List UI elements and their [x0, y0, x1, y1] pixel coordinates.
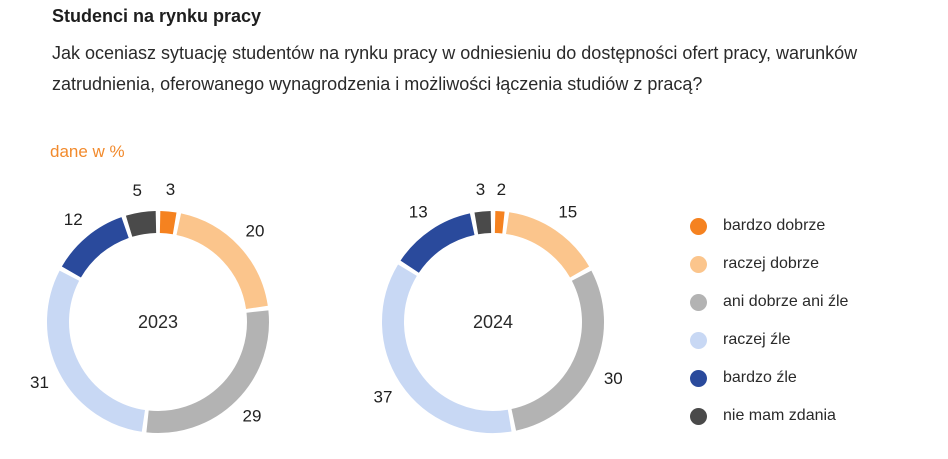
- center-label: 2024: [473, 312, 513, 332]
- data-label: 37: [374, 387, 393, 406]
- donut-segment: [511, 270, 604, 431]
- legend-label: raczej źle: [723, 331, 791, 348]
- data-label: 2: [497, 180, 506, 199]
- donut-chart-2023: 3 20 29 31 12 5 2023: [30, 180, 269, 433]
- data-label: 30: [604, 369, 623, 388]
- legend-swatch: [690, 407, 707, 425]
- data-label: 15: [558, 203, 577, 222]
- chart-title: Studenci na rynku pracy: [52, 6, 262, 26]
- donut-segment: [400, 213, 475, 274]
- donut-segment: [474, 211, 492, 235]
- legend-swatch: [690, 255, 707, 273]
- legend-label: ani dobrze ani źle: [723, 293, 849, 310]
- data-label: 3: [476, 180, 485, 199]
- donut-segment: [159, 211, 177, 235]
- legend-label: nie mam zdania: [723, 407, 836, 424]
- data-label: 20: [246, 222, 265, 241]
- center-label: 2023: [138, 312, 178, 332]
- legend-label: bardzo źle: [723, 369, 797, 386]
- legend: bardzo dobrze raczej dobrze ani dobrze ani…: [690, 207, 848, 435]
- donut-segment: [47, 270, 146, 432]
- legend-item: raczej źle: [690, 321, 848, 359]
- legend-swatch: [690, 331, 707, 349]
- donut-segment: [61, 217, 130, 278]
- legend-swatch: [690, 217, 707, 235]
- data-label: 29: [243, 407, 262, 426]
- data-label: 13: [409, 203, 428, 222]
- legend-label: bardzo dobrze: [723, 217, 826, 234]
- donut-segment: [125, 211, 157, 237]
- legend-item: nie mam zdania: [690, 397, 848, 435]
- donut-segment: [146, 310, 269, 433]
- units-note: dane w %: [50, 142, 125, 161]
- donut-segment: [505, 212, 590, 278]
- data-label: 31: [30, 373, 49, 392]
- legend-item: raczej dobrze: [690, 245, 848, 283]
- legend-item: ani dobrze ani źle: [690, 283, 848, 321]
- donut-segment: [176, 213, 268, 310]
- data-label: 12: [64, 210, 83, 229]
- legend-item: bardzo źle: [690, 359, 848, 397]
- donut-segment: [494, 211, 505, 234]
- data-label: 3: [166, 180, 175, 199]
- legend-swatch: [690, 369, 707, 387]
- data-label: 5: [132, 181, 141, 200]
- donut-chart-2024: 2 15 30 37 13 3 2024: [374, 180, 623, 433]
- legend-item: bardzo dobrze: [690, 207, 848, 245]
- donut-segment: [382, 264, 512, 433]
- survey-question: Jak oceniasz sytuację studentów na rynku…: [52, 43, 858, 94]
- legend-label: raczej dobrze: [723, 255, 820, 272]
- legend-swatch: [690, 293, 707, 311]
